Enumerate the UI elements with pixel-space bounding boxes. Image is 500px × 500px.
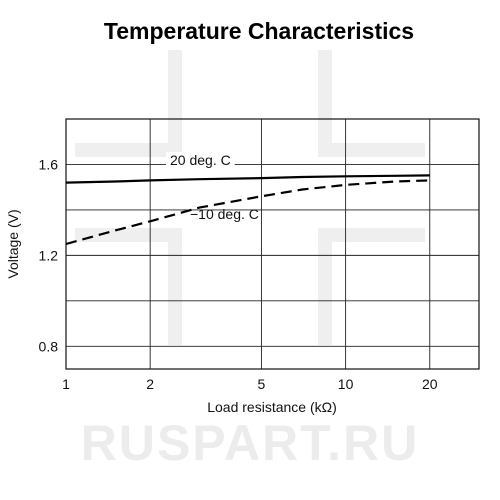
y-tick-label: 1.2	[39, 247, 59, 263]
watermark-logo-shape	[75, 50, 425, 345]
series-label-20c: 20 deg. C	[170, 152, 231, 168]
x-tick-label: 1	[62, 376, 70, 392]
tick-labels: 1 2 5 10 20 0.8 1.2 1.6	[39, 156, 438, 392]
watermark-text: RUSPART.RU	[81, 415, 420, 471]
series-label-20c-knockout	[166, 152, 235, 168]
watermark: RUSPART.RU	[75, 50, 425, 471]
chart-title: Temperature Characteristics	[104, 18, 414, 44]
series-label-minus10c: −10 deg. C	[190, 206, 259, 222]
y-axis-label: Voltage (V)	[5, 209, 21, 278]
series-line-20c	[65, 174, 430, 184]
x-tick-label: 20	[422, 376, 438, 392]
x-tick-label: 2	[146, 376, 154, 392]
y-tick-label: 1.6	[39, 156, 59, 172]
series-layer	[65, 152, 430, 246]
y-tick-label: 0.8	[39, 338, 59, 354]
x-axis-label: Load resistance (kΩ)	[207, 399, 337, 415]
x-tick-label: 10	[338, 376, 354, 392]
x-tick-label: 5	[258, 376, 266, 392]
